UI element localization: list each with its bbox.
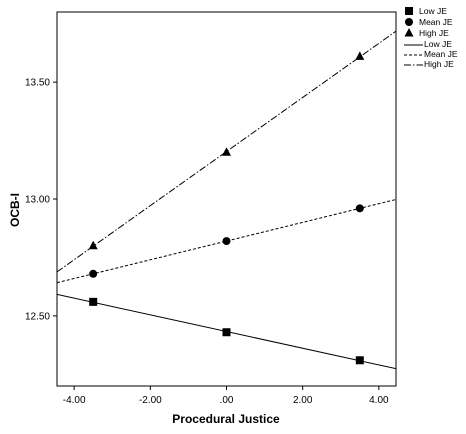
y-tick-label: 13.50 (25, 78, 50, 89)
point-low-je (355, 356, 364, 365)
x-tick-label: -2.00 (139, 395, 162, 406)
axes: -4.00 -2.00 .00 2.00 4.00 12.50 13.00 13.50 (25, 11, 397, 406)
fit-line-high-je (57, 30, 396, 273)
point-high-je (222, 147, 231, 156)
legend-item-mean-je: Mean JE (405, 17, 453, 27)
legend-line-item-high-je: High JE (404, 59, 454, 69)
fit-line-mean-je (57, 198, 396, 284)
legend-marker-high-je (404, 28, 414, 37)
point-low-je (89, 297, 98, 306)
legend-line-item-mean-je: Mean JE (404, 49, 458, 59)
point-mean-je (222, 237, 231, 246)
x-tick-label: 4.00 (369, 395, 389, 406)
legend-item-high-je: High JE (404, 28, 449, 38)
y-tick-label: 12.50 (25, 311, 50, 322)
point-mean-je (89, 269, 98, 278)
point-high-je (88, 240, 98, 250)
legend-label: Mean JE (419, 17, 453, 27)
legend-label: Mean JE (424, 49, 458, 59)
x-axis-title: Procedural Justice (172, 412, 280, 426)
legend-item-low-je: Low JE (405, 6, 447, 16)
x-tick-label: 2.00 (293, 395, 313, 406)
legend-label: High JE (424, 59, 454, 69)
legend-line-item-low-je: Low JE (404, 39, 452, 49)
legend-label: Low JE (419, 6, 447, 16)
point-high-je (355, 51, 365, 60)
plot-area (57, 30, 396, 370)
legend-label: High JE (419, 28, 449, 38)
legend-label: Low JE (424, 39, 452, 49)
point-mean-je (355, 204, 364, 213)
y-tick-label: 13.00 (25, 195, 50, 206)
legend-marker-mean-je (405, 18, 413, 26)
legend-marker-low-je (405, 7, 413, 15)
point-low-je (222, 328, 231, 337)
x-tick-label: -4.00 (63, 395, 86, 406)
y-axis-title: OCB-I (8, 193, 22, 227)
x-tick-label: .00 (220, 395, 234, 406)
